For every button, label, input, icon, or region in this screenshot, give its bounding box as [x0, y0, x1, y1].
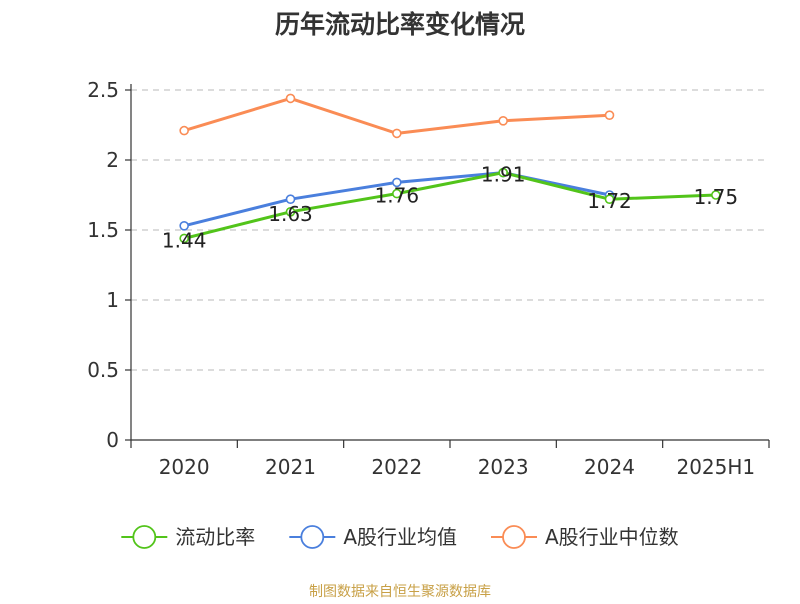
y-tick-label: 0 — [106, 428, 119, 452]
legend-marker-circle — [300, 525, 325, 549]
x-tick-label: 2020 — [159, 455, 210, 479]
data-point — [392, 128, 402, 139]
series-lines — [179, 93, 721, 244]
legend-item: A股行业均值 — [289, 525, 457, 549]
y-tick-label: 2 — [106, 148, 119, 172]
legend-marker-circle — [132, 525, 157, 549]
x-tick-label: 2023 — [478, 455, 529, 479]
x-tick-label: 2022 — [371, 455, 422, 479]
y-tick-label: 1.5 — [87, 218, 119, 242]
data-label: 1.72 — [587, 189, 632, 213]
legend-label: 流动比率 — [175, 525, 255, 549]
data-label: 1.75 — [694, 185, 739, 209]
y-tick-label: 0.5 — [87, 358, 119, 382]
data-point — [604, 194, 615, 204]
legend: 流动比率 A股行业均值 A股行业中位数 — [121, 525, 679, 549]
data-point — [711, 190, 721, 200]
y-tick-label: 1 — [106, 288, 119, 312]
y-tick-label: 2.5 — [87, 78, 119, 102]
legend-marker-circle — [502, 525, 526, 549]
legend-label: A股行业中位数 — [545, 525, 679, 549]
x-tick-label: 2021 — [265, 455, 316, 479]
data-point — [285, 207, 296, 217]
x-tick-label: 2024 — [584, 455, 635, 479]
data-label: 1.76 — [375, 184, 420, 208]
legend-item: A股行业中位数 — [491, 525, 679, 549]
data-point — [285, 194, 296, 204]
data-point — [179, 125, 189, 136]
data-point — [392, 177, 402, 188]
data-label: 1.91 — [481, 163, 526, 187]
source-footnote: 制图数据来自恒生聚源数据库 — [309, 584, 491, 600]
data-label: 1.63 — [268, 202, 313, 226]
x-tick-label: 2025H1 — [676, 455, 755, 479]
legend-label: A股行业均值 — [343, 525, 457, 549]
data-point — [179, 221, 189, 231]
data-point — [498, 116, 508, 126]
grid-lines — [131, 89, 769, 371]
data-point — [392, 188, 402, 199]
series-line — [183, 96, 610, 135]
data-labels: 1.44 1.63 1.76 1.91 1.72 1.75 — [162, 163, 738, 253]
data-point — [604, 110, 615, 120]
chart-title: 历年流动比率变化情况 — [275, 10, 525, 39]
legend-item: 流动比率 — [121, 525, 255, 549]
data-point — [285, 93, 296, 104]
axes: 0 0.5 1 1.5 2 2.5 2020 2021 2022 2023 2024 2025H1 — [87, 78, 770, 479]
series-line — [183, 171, 716, 240]
data-point — [498, 167, 508, 178]
data-label: 1.44 — [162, 228, 207, 252]
data-point — [179, 233, 189, 244]
